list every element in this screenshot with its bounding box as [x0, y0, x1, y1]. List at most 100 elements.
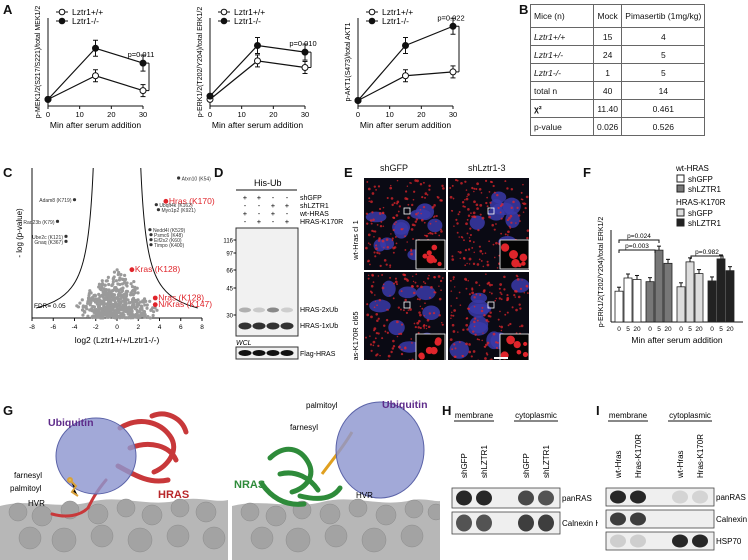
- red-puncta: [438, 234, 441, 237]
- band: [630, 512, 646, 526]
- red-puncta: [526, 292, 529, 294]
- legend-marker: [58, 8, 66, 16]
- red-puncta: [449, 195, 453, 199]
- red-puncta: [411, 358, 414, 360]
- red-puncta: [411, 342, 413, 344]
- red-puncta: [410, 338, 413, 340]
- red-puncta: [484, 252, 487, 254]
- data-point: [115, 314, 119, 318]
- point-label: Eif2s2 (K60): [154, 238, 182, 244]
- red-puncta: [423, 323, 426, 327]
- red-puncta: [391, 239, 394, 242]
- inset-puncta: [521, 261, 526, 266]
- lane-mark: -: [258, 201, 261, 210]
- point-label: Nedd4l (K529): [153, 228, 186, 234]
- red-puncta: [431, 232, 434, 235]
- red-puncta: [440, 289, 442, 292]
- red-puncta: [370, 200, 373, 204]
- bar: [663, 262, 673, 323]
- red-puncta: [400, 352, 404, 356]
- data-point: [115, 268, 119, 272]
- red-puncta: [472, 241, 475, 243]
- bar: [716, 258, 726, 323]
- red-puncta: [437, 196, 440, 199]
- x-tick-label: 5: [657, 326, 661, 333]
- red-puncta: [495, 297, 498, 300]
- data-point: [117, 291, 121, 296]
- red-puncta: [365, 246, 368, 250]
- legend-label: Lztr1+/+: [72, 7, 103, 17]
- red-puncta: [454, 347, 457, 350]
- x-tick-label: 0: [46, 110, 50, 119]
- red-puncta: [486, 205, 489, 208]
- red-puncta: [411, 203, 414, 207]
- data-point: [98, 287, 102, 291]
- nucleus: [398, 286, 418, 299]
- red-puncta: [433, 291, 436, 294]
- red-puncta: [466, 307, 470, 310]
- red-puncta: [412, 275, 414, 278]
- data-point: [129, 293, 133, 297]
- red-puncta: [488, 215, 491, 219]
- red-puncta: [473, 305, 476, 308]
- red-puncta: [485, 318, 489, 322]
- mw-label: 66: [226, 269, 233, 275]
- red-puncta: [465, 189, 468, 191]
- red-puncta: [419, 305, 422, 308]
- data-point: [126, 298, 130, 302]
- data-point: [106, 275, 110, 279]
- data-point: [104, 305, 108, 309]
- table-cell: p-value: [530, 117, 594, 136]
- red-puncta: [384, 330, 387, 333]
- lane-mark: +: [285, 217, 290, 226]
- band: [610, 534, 626, 548]
- data-point: [117, 299, 121, 303]
- red-puncta: [410, 228, 414, 231]
- red-puncta: [510, 206, 513, 210]
- point-label: N/Kras (K147): [158, 299, 212, 309]
- blot-label: panRAS: [716, 493, 746, 502]
- red-puncta: [486, 263, 490, 267]
- zoom-box: [403, 207, 411, 215]
- data-point: [105, 309, 109, 313]
- data-point: [152, 310, 156, 314]
- red-puncta: [366, 222, 369, 225]
- red-puncta: [496, 267, 499, 269]
- data-point: [121, 299, 125, 303]
- data-point: [141, 300, 145, 304]
- red-puncta: [424, 196, 427, 199]
- red-puncta: [385, 318, 389, 322]
- data-point: [93, 315, 97, 319]
- legend-shlztr1-k170r: shLZTR1: [688, 219, 721, 228]
- red-puncta: [475, 188, 478, 191]
- x-tick-label: 0: [208, 110, 212, 119]
- red-puncta: [417, 331, 420, 334]
- x-tick-label: 0: [115, 324, 119, 331]
- red-puncta: [404, 249, 407, 251]
- red-puncta: [453, 286, 456, 288]
- lane-label: Hras-K170R: [634, 434, 643, 478]
- table-header-row: Mice (n) Mock Pimasertib (1mg/kg): [530, 4, 706, 28]
- red-puncta: [468, 237, 471, 239]
- band-2xub: [253, 307, 265, 313]
- red-puncta: [466, 262, 468, 265]
- red-puncta: [422, 281, 425, 283]
- red-puncta: [377, 332, 380, 335]
- band: [538, 514, 554, 532]
- table-cell: Lztr1-/-: [530, 63, 594, 82]
- data-point: [86, 314, 90, 318]
- data-point: [145, 303, 149, 307]
- red-puncta: [451, 258, 455, 261]
- fraction-label-membrane: membrane: [609, 411, 648, 420]
- red-puncta: [412, 198, 415, 201]
- red-puncta: [424, 302, 426, 305]
- red-puncta: [493, 191, 496, 194]
- red-puncta: [415, 273, 418, 276]
- red-puncta: [367, 277, 370, 280]
- red-puncta: [374, 300, 377, 303]
- red-puncta: [472, 262, 476, 266]
- labeled-point: [148, 228, 152, 232]
- red-puncta: [506, 219, 509, 221]
- x-tick-label: 0: [617, 326, 621, 333]
- red-puncta: [516, 206, 519, 210]
